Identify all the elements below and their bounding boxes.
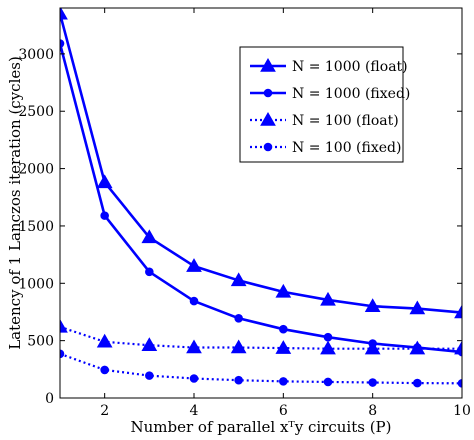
data-point bbox=[60, 8, 68, 20]
data-point bbox=[323, 332, 333, 342]
axis-ticks: 2 4 6 8 10 0 500 1000 1500 2000 2500 3000 bbox=[18, 8, 471, 419]
data-point bbox=[186, 339, 202, 354]
legend-label: N = 100 (fixed) bbox=[292, 140, 401, 156]
y-tick-label: 2000 bbox=[18, 162, 54, 178]
x-tick-label: 4 bbox=[190, 403, 199, 419]
data-point bbox=[100, 211, 109, 220]
x-tick-label: 2 bbox=[100, 403, 109, 419]
data-point bbox=[320, 340, 336, 355]
y-axis-label: Latency of 1 Lanczos iteration (cycles) bbox=[6, 56, 24, 350]
data-point bbox=[96, 333, 113, 348]
x-tick-label: 8 bbox=[368, 403, 377, 419]
y-tick-label: 2500 bbox=[18, 104, 54, 120]
data-point bbox=[275, 340, 292, 354]
legend-label: N = 1000 (fixed) bbox=[292, 86, 410, 102]
legend-marker bbox=[260, 111, 276, 126]
data-point bbox=[279, 324, 288, 334]
data-point bbox=[409, 300, 426, 315]
x-tick-label: 10 bbox=[453, 403, 471, 419]
data-point bbox=[230, 272, 247, 287]
x-axis-label: Number of parallel xᵀy circuits (P) bbox=[131, 418, 392, 436]
x-tick-label: 6 bbox=[279, 403, 288, 419]
data-point bbox=[189, 374, 199, 383]
series-line bbox=[60, 13, 462, 314]
legend-entry: N = 100 (fixed) bbox=[250, 140, 401, 156]
legend-label: N = 1000 (float) bbox=[292, 59, 408, 75]
legend-marker bbox=[263, 88, 273, 98]
plot-frame bbox=[59, 7, 463, 399]
data-point bbox=[364, 298, 381, 312]
data-point bbox=[186, 258, 202, 272]
legend: N = 1000 (float) N = 1000 (fixed) N = 100 … bbox=[239, 46, 410, 163]
data-point bbox=[145, 371, 154, 380]
data-point bbox=[100, 365, 109, 375]
plot-area bbox=[60, 8, 462, 388]
data-point bbox=[234, 375, 243, 385]
legend-entry: N = 1000 (float) bbox=[250, 57, 408, 75]
data-point bbox=[279, 377, 288, 386]
data-point bbox=[457, 379, 462, 388]
data-point bbox=[189, 296, 199, 306]
series-3 bbox=[60, 318, 462, 355]
data-point bbox=[234, 313, 243, 323]
data-point bbox=[364, 340, 381, 355]
data-point bbox=[454, 340, 462, 355]
legend-label: N = 100 (float) bbox=[292, 113, 399, 129]
series-4 bbox=[60, 349, 462, 388]
series-line bbox=[60, 352, 462, 385]
data-point bbox=[409, 340, 426, 355]
data-point bbox=[60, 318, 68, 333]
legend-entry: N = 1000 (fixed) bbox=[250, 86, 410, 102]
data-point bbox=[320, 291, 336, 306]
data-point bbox=[145, 267, 154, 277]
y-tick-label: 500 bbox=[27, 334, 54, 350]
data-point bbox=[141, 337, 158, 351]
data-point bbox=[275, 283, 292, 298]
y-tick-label: 3000 bbox=[18, 47, 54, 63]
data-point bbox=[230, 339, 247, 354]
legend-marker bbox=[260, 57, 276, 72]
legend-entry: N = 100 (float) bbox=[250, 111, 399, 129]
data-point bbox=[141, 229, 158, 244]
data-point bbox=[96, 174, 113, 189]
data-point bbox=[323, 377, 333, 387]
series-line bbox=[60, 43, 462, 354]
data-point bbox=[368, 378, 377, 387]
data-point bbox=[454, 304, 462, 319]
y-tick-label: 1500 bbox=[18, 219, 54, 235]
series-1 bbox=[60, 8, 462, 319]
y-tick-label: 1000 bbox=[18, 276, 54, 292]
y-tick-label: 0 bbox=[45, 391, 54, 407]
data-point bbox=[413, 378, 422, 388]
legend-marker bbox=[263, 142, 273, 152]
